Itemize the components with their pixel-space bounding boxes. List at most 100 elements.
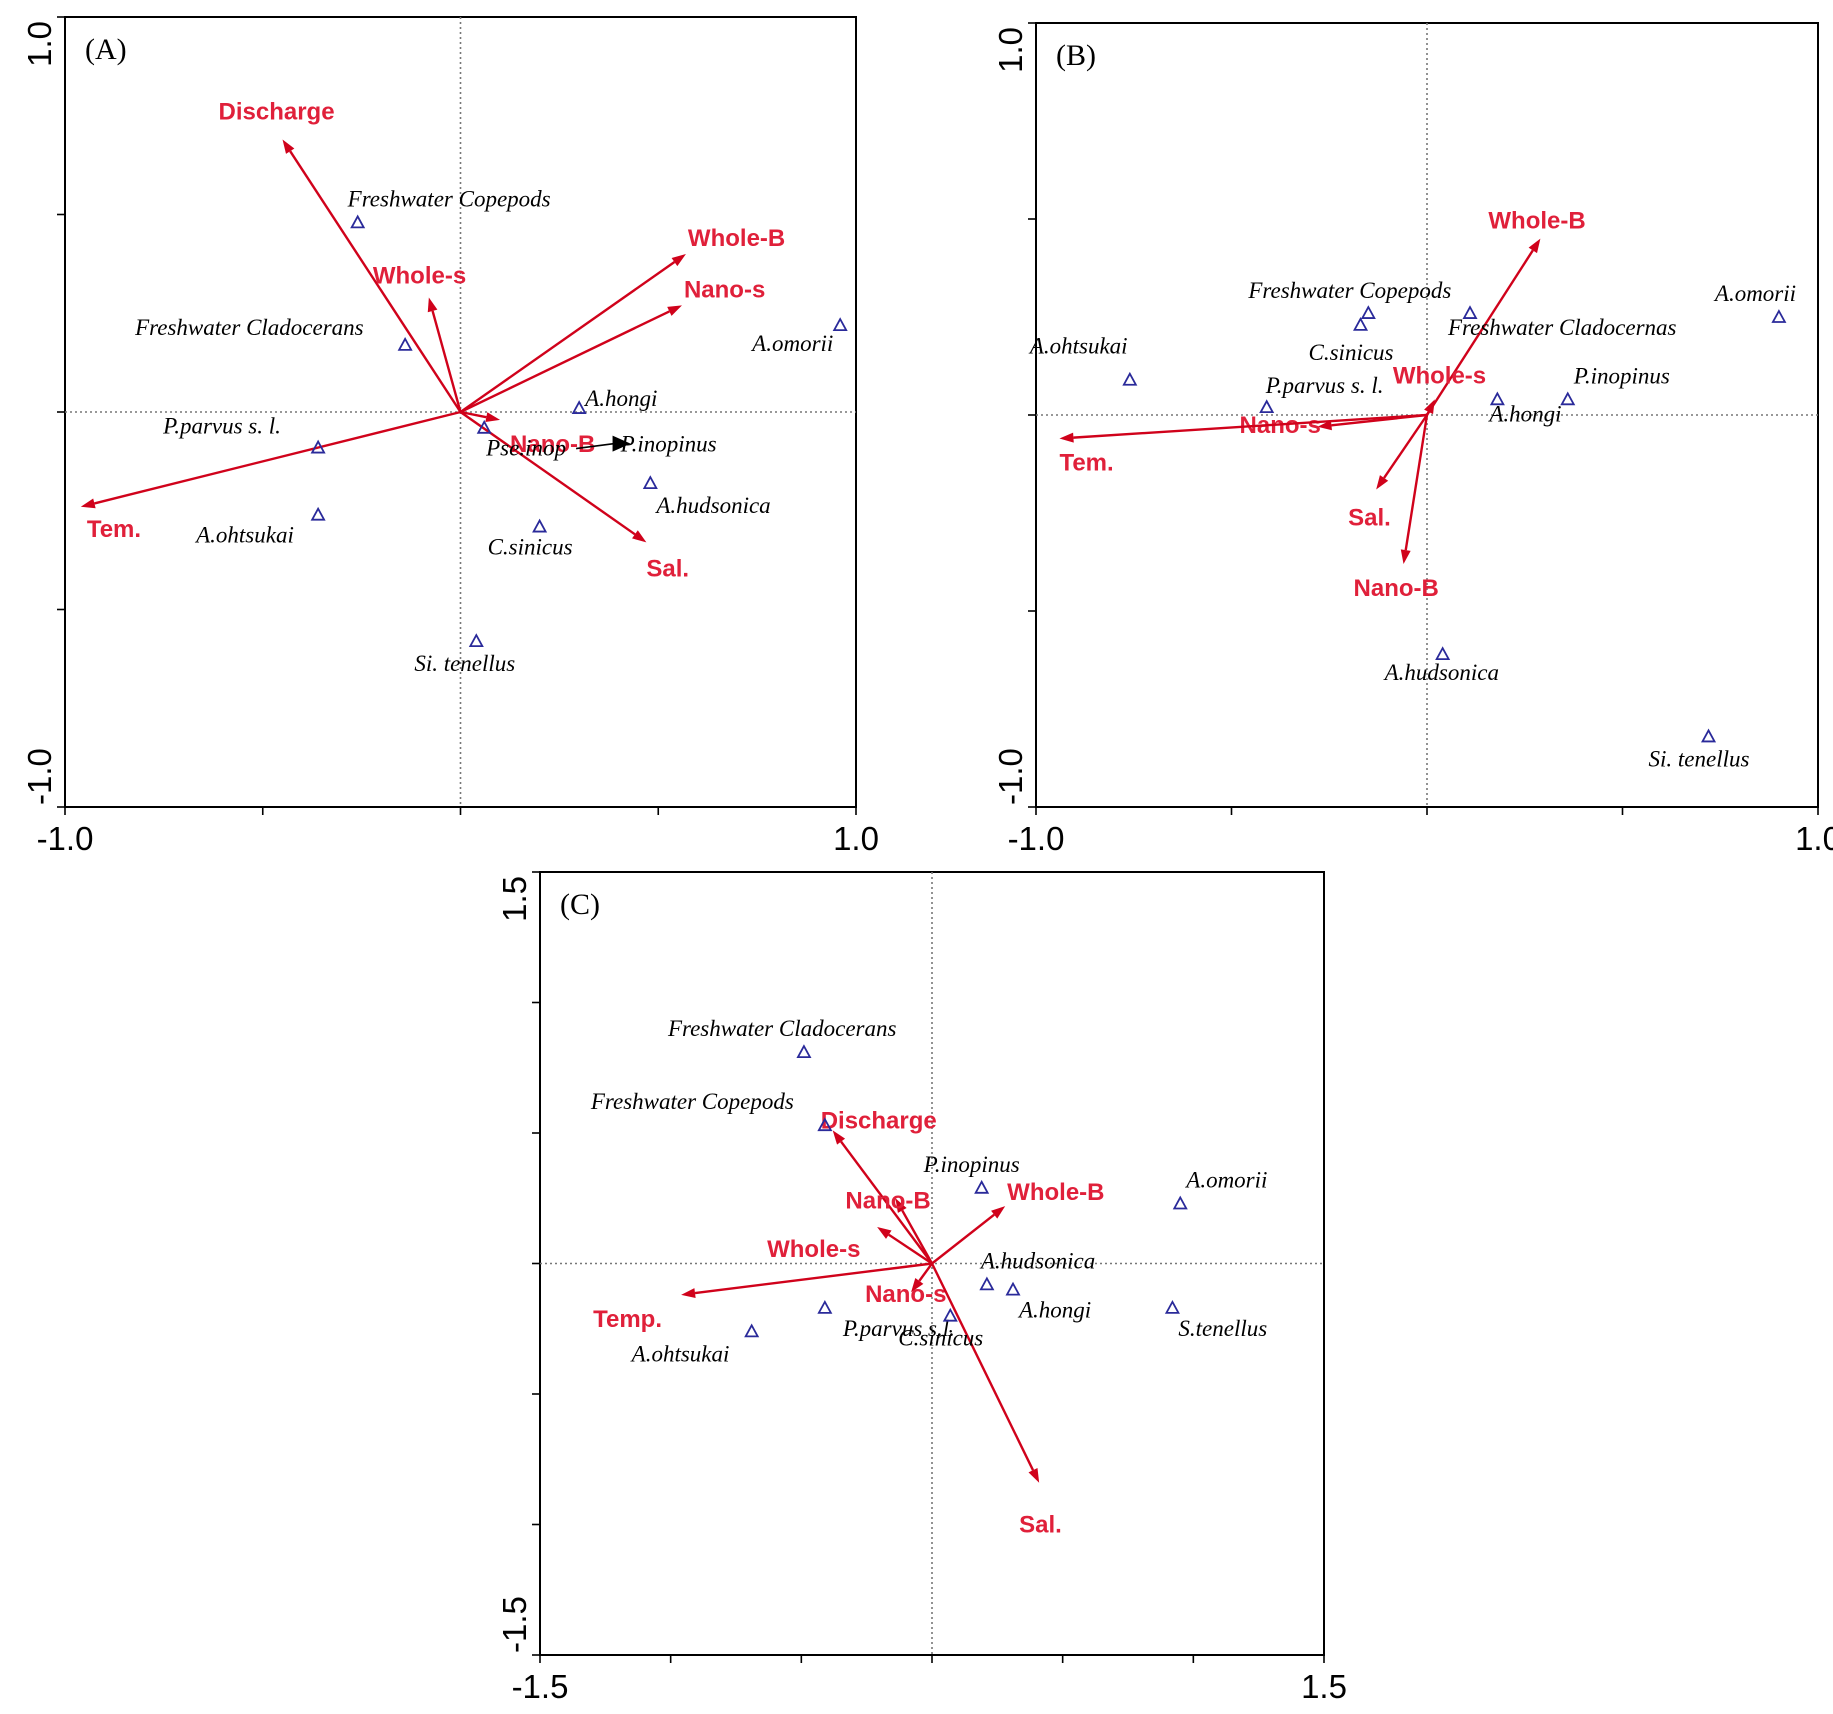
vector-line [1383, 414, 1428, 479]
annotation-label: P.inopinus [620, 432, 717, 457]
vector-arrowhead [1424, 399, 1435, 415]
vector-arrowhead [1059, 432, 1074, 443]
y-tick-label-min: -1.5 [496, 1596, 533, 1653]
vector-label: Nano-B [510, 431, 595, 458]
vector-label: Tem. [1059, 450, 1113, 477]
vector-arrowhead [1528, 238, 1541, 254]
vector-label: Sal. [1019, 1512, 1062, 1539]
vector-label: Whole-B [1007, 1179, 1104, 1206]
vector-arrowhead [427, 297, 438, 313]
vector-line [1425, 249, 1534, 416]
species-point [1462, 305, 1478, 319]
annotation-arrowhead [612, 435, 631, 452]
vector-line [459, 310, 670, 414]
species-point [532, 518, 548, 533]
species-point [468, 633, 484, 647]
vector-label: Whole-s [1393, 362, 1486, 389]
vector-label: Discharge [219, 98, 335, 125]
species-label: A.omorii [1184, 1167, 1267, 1192]
vector-arrowhead [1376, 475, 1389, 490]
species-point [1360, 305, 1376, 319]
vector-line [289, 150, 462, 413]
species-label: C.sinicus [1309, 340, 1394, 365]
panel-label: (C) [560, 888, 600, 921]
species-point [642, 475, 658, 490]
panel-label: (B) [1056, 39, 1096, 72]
vector-line [931, 1213, 995, 1265]
vector-line [1404, 414, 1429, 551]
species-point [397, 336, 413, 351]
species-point [796, 1044, 812, 1058]
vector-arrowhead [282, 139, 295, 154]
species-label: C.sinicus [898, 1326, 983, 1351]
vector-line [459, 261, 676, 413]
species-point [571, 400, 587, 414]
vector-arrowhead [80, 498, 96, 509]
vector-line [460, 410, 487, 419]
vector-line [431, 310, 462, 413]
y-tick-label-max: 1.0 [992, 27, 1029, 73]
species-label: Si. tenellus [1649, 746, 1750, 771]
vector-line [840, 1140, 933, 1265]
panel-b: -1.01.01.0-1.0(B)Whole-BWhole-sNano-sTem… [992, 22, 1833, 857]
vector-label: Whole-B [1488, 208, 1585, 235]
vector-arrowhead [1400, 549, 1411, 564]
species-label: P.parvus s. l. [162, 414, 281, 439]
species-point [350, 214, 366, 229]
species-label: A.hongi [1017, 1298, 1091, 1323]
species-label: P.parvus s.l. [842, 1316, 955, 1341]
vector-label: Whole-B [688, 225, 785, 252]
species-label: A.hudsonica [1383, 660, 1499, 685]
species-point [1353, 316, 1369, 331]
species-label: A.hudsonica [979, 1248, 1095, 1273]
vector-arrowhead [895, 1198, 907, 1213]
species-label: S.tenellus [1178, 1316, 1267, 1341]
vector-line [901, 1209, 934, 1265]
x-tick-label-min: -1.0 [37, 820, 94, 857]
x-tick-label-min: -1.5 [512, 1668, 569, 1705]
species-label: C.sinicus [488, 535, 573, 560]
y-tick-label-min: -1.0 [21, 748, 58, 805]
species-label: P.parvus s. l. [1265, 373, 1384, 398]
vector-label: Temp. [593, 1306, 662, 1333]
vector-line [1073, 413, 1428, 439]
vector-arrowhead [877, 1226, 892, 1239]
species-label: Freshwater Copepods [590, 1089, 794, 1114]
vector-line [694, 1262, 933, 1295]
x-tick-label-max: 1.0 [833, 820, 879, 857]
species-point [817, 1117, 833, 1132]
vector-label: Nano-B [1354, 575, 1439, 602]
x-tick-label-max: 1.0 [1795, 820, 1833, 857]
vector-arrowhead [991, 1206, 1006, 1219]
species-point [476, 419, 492, 434]
species-point [1435, 646, 1451, 661]
vector-label: Whole-s [373, 262, 466, 289]
vector-line [94, 410, 461, 505]
species-point [942, 1307, 958, 1322]
species-label: A.omorii [750, 331, 833, 356]
vector-arrowhead [667, 305, 682, 316]
species-label: Si. tenellus [414, 651, 515, 676]
vector-arrowhead [911, 1277, 924, 1293]
annotation-label: Pse.inop [485, 436, 566, 461]
species-label: Freshwater Cladocernas [1447, 315, 1677, 340]
species-point [1122, 371, 1138, 386]
species-label: A.ohtsukai [194, 523, 294, 548]
vector-line [888, 1233, 933, 1265]
x-tick-label-min: -1.0 [1008, 820, 1065, 857]
panel-c: -1.5 1.5 1.5 -1.5 (C) Discharge Nano-B Whole-B W… [496, 871, 1347, 1705]
vector-label: Sal. [646, 555, 689, 582]
vector-line [930, 1262, 1035, 1471]
vector-line [918, 1262, 933, 1282]
species-point [1560, 391, 1576, 406]
panel-label: (A) [85, 33, 127, 66]
species-point [979, 1276, 995, 1291]
y-tick-label-min: -1.0 [992, 748, 1029, 805]
species-label: A.ohtsukai [1028, 334, 1128, 359]
species-label: A.ohtsukai [630, 1341, 730, 1366]
species-point [1489, 391, 1505, 406]
vector-arrowhead [632, 530, 647, 543]
species-label: Freshwater Copepods [1247, 278, 1451, 303]
species-label: Freshwater Cladocerans [134, 315, 364, 340]
